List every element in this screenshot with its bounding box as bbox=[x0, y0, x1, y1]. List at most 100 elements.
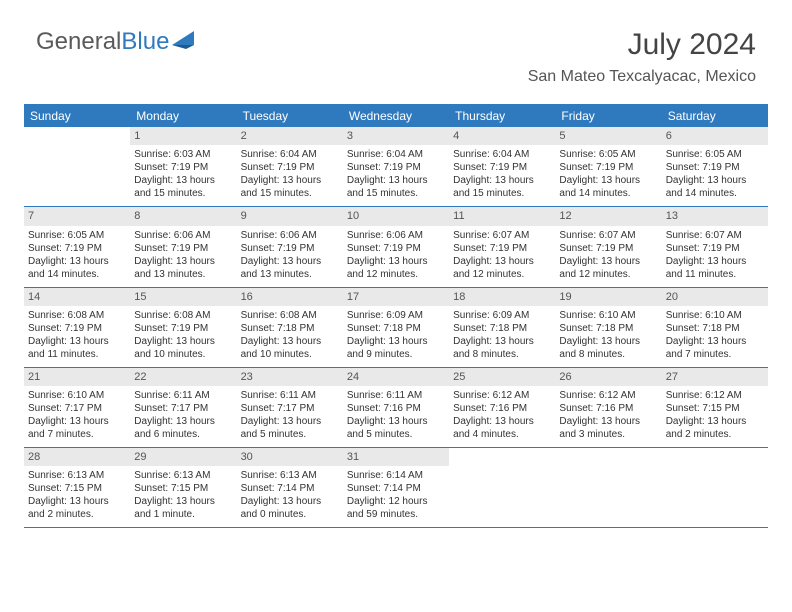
day-sunrise: Sunrise: 6:05 AM bbox=[666, 148, 764, 161]
day-cell: 6 Sunrise: 6:05 AMSunset: 7:19 PMDaylight… bbox=[662, 127, 768, 206]
week-row: 28Sunrise: 6:13 AMSunset: 7:15 PMDayligh… bbox=[24, 448, 768, 528]
day-cell: 17 Sunrise: 6:09 AMSunset: 7:18 PMDayligh… bbox=[343, 288, 449, 367]
day-cell: 14Sunrise: 6:08 AMSunset: 7:19 PMDayligh… bbox=[24, 288, 130, 367]
day-number: 6 bbox=[662, 127, 768, 145]
day-info: Sunrise: 6:06 AMSunset: 7:19 PMDaylight:… bbox=[134, 229, 232, 281]
day-cell: 1Sunrise: 6:03 AMSunset: 7:19 PMDaylight… bbox=[130, 127, 236, 206]
logo-triangle-icon bbox=[172, 31, 198, 54]
day-number: 29 bbox=[130, 448, 236, 466]
day-sunset: Sunset: 7:19 PM bbox=[347, 161, 445, 174]
week-row: 14Sunrise: 6:08 AMSunset: 7:19 PMDayligh… bbox=[24, 288, 768, 368]
day-daylight1: Daylight: 13 hours bbox=[241, 255, 339, 268]
day-daylight1: Daylight: 13 hours bbox=[28, 415, 126, 428]
day-info: Sunrise: 6:04 AMSunset: 7:19 PMDaylight:… bbox=[241, 148, 339, 200]
day-daylight1: Daylight: 13 hours bbox=[347, 415, 445, 428]
day-sunrise: Sunrise: 6:13 AM bbox=[241, 469, 339, 482]
week-row: 21Sunrise: 6:10 AMSunset: 7:17 PMDayligh… bbox=[24, 368, 768, 448]
day-cell: 27Sunrise: 6:12 AMSunset: 7:15 PMDayligh… bbox=[662, 368, 768, 447]
day-sunset: Sunset: 7:15 PM bbox=[28, 482, 126, 495]
day-number: 20 bbox=[662, 288, 768, 306]
day-daylight1: Daylight: 13 hours bbox=[453, 335, 551, 348]
day-cell bbox=[662, 448, 768, 527]
day-daylight2: and 1 minute. bbox=[134, 508, 232, 521]
day-info: Sunrise: 6:04 AMSunset: 7:19 PMDaylight:… bbox=[347, 148, 445, 200]
day-cell: 18 Sunrise: 6:09 AMSunset: 7:18 PMDayligh… bbox=[449, 288, 555, 367]
day-info: Sunrise: 6:08 AMSunset: 7:19 PMDaylight:… bbox=[134, 309, 232, 361]
day-daylight2: and 7 minutes. bbox=[666, 348, 764, 361]
day-daylight2: and 6 minutes. bbox=[134, 428, 232, 441]
day-sunset: Sunset: 7:19 PM bbox=[241, 242, 339, 255]
day-sunrise: Sunrise: 6:10 AM bbox=[666, 309, 764, 322]
day-daylight2: and 8 minutes. bbox=[453, 348, 551, 361]
day-info: Sunrise: 6:09 AMSunset: 7:18 PMDaylight:… bbox=[347, 309, 445, 361]
day-daylight1: Daylight: 13 hours bbox=[241, 415, 339, 428]
day-info: Sunrise: 6:05 AMSunset: 7:19 PMDaylight:… bbox=[559, 148, 657, 200]
location: San Mateo Texcalyacac, Mexico bbox=[528, 68, 756, 86]
day-sunrise: Sunrise: 6:10 AM bbox=[559, 309, 657, 322]
day-info: Sunrise: 6:04 AMSunset: 7:19 PMDaylight:… bbox=[453, 148, 551, 200]
day-info: Sunrise: 6:05 AMSunset: 7:19 PMDaylight:… bbox=[28, 229, 126, 281]
day-daylight2: and 5 minutes. bbox=[241, 428, 339, 441]
day-info: Sunrise: 6:07 AMSunset: 7:19 PMDaylight:… bbox=[559, 229, 657, 281]
logo-word1: General bbox=[36, 28, 121, 55]
day-daylight2: and 2 minutes. bbox=[666, 428, 764, 441]
title-block: July 2024 San Mateo Texcalyacac, Mexico bbox=[528, 28, 756, 86]
day-daylight1: Daylight: 13 hours bbox=[453, 174, 551, 187]
day-daylight2: and 3 minutes. bbox=[559, 428, 657, 441]
day-number: 23 bbox=[237, 368, 343, 386]
day-sunset: Sunset: 7:18 PM bbox=[666, 322, 764, 335]
day-cell: 11Sunrise: 6:07 AMSunset: 7:19 PMDayligh… bbox=[449, 207, 555, 286]
day-number: 2 bbox=[237, 127, 343, 145]
day-cell: 20Sunrise: 6:10 AMSunset: 7:18 PMDayligh… bbox=[662, 288, 768, 367]
day-number: 17 bbox=[343, 288, 449, 306]
weekday-monday: Monday bbox=[130, 105, 236, 127]
day-number: 5 bbox=[555, 127, 661, 145]
day-daylight1: Daylight: 13 hours bbox=[28, 495, 126, 508]
day-sunset: Sunset: 7:15 PM bbox=[134, 482, 232, 495]
day-daylight1: Daylight: 13 hours bbox=[559, 174, 657, 187]
day-number: 18 bbox=[449, 288, 555, 306]
day-info: Sunrise: 6:05 AMSunset: 7:19 PMDaylight:… bbox=[666, 148, 764, 200]
day-daylight1: Daylight: 13 hours bbox=[134, 335, 232, 348]
day-sunset: Sunset: 7:16 PM bbox=[453, 402, 551, 415]
day-number: 8 bbox=[130, 207, 236, 225]
day-sunset: Sunset: 7:16 PM bbox=[559, 402, 657, 415]
day-sunset: Sunset: 7:14 PM bbox=[241, 482, 339, 495]
day-cell: 23 Sunrise: 6:11 AMSunset: 7:17 PMDayligh… bbox=[237, 368, 343, 447]
day-sunrise: Sunrise: 6:07 AM bbox=[453, 229, 551, 242]
day-cell: 10Sunrise: 6:06 AMSunset: 7:19 PMDayligh… bbox=[343, 207, 449, 286]
day-daylight1: Daylight: 13 hours bbox=[559, 415, 657, 428]
day-sunrise: Sunrise: 6:08 AM bbox=[28, 309, 126, 322]
day-sunrise: Sunrise: 6:03 AM bbox=[134, 148, 232, 161]
day-sunset: Sunset: 7:17 PM bbox=[241, 402, 339, 415]
day-daylight1: Daylight: 13 hours bbox=[666, 255, 764, 268]
day-number: 21 bbox=[24, 368, 130, 386]
day-cell bbox=[555, 448, 661, 527]
day-daylight1: Daylight: 13 hours bbox=[347, 174, 445, 187]
day-daylight2: and 11 minutes. bbox=[28, 348, 126, 361]
logo-text: GeneralBlue bbox=[36, 28, 169, 56]
day-sunrise: Sunrise: 6:12 AM bbox=[453, 389, 551, 402]
day-info: Sunrise: 6:11 AMSunset: 7:17 PMDaylight:… bbox=[241, 389, 339, 441]
day-info: Sunrise: 6:09 AMSunset: 7:18 PMDaylight:… bbox=[453, 309, 551, 361]
day-sunset: Sunset: 7:18 PM bbox=[453, 322, 551, 335]
day-cell: 4Sunrise: 6:04 AMSunset: 7:19 PMDaylight… bbox=[449, 127, 555, 206]
day-daylight1: Daylight: 13 hours bbox=[241, 335, 339, 348]
day-sunrise: Sunrise: 6:07 AM bbox=[559, 229, 657, 242]
day-sunrise: Sunrise: 6:06 AM bbox=[347, 229, 445, 242]
day-info: Sunrise: 6:08 AMSunset: 7:18 PMDaylight:… bbox=[241, 309, 339, 361]
day-daylight2: and 9 minutes. bbox=[347, 348, 445, 361]
day-info: Sunrise: 6:13 AMSunset: 7:15 PMDaylight:… bbox=[28, 469, 126, 521]
day-sunrise: Sunrise: 6:12 AM bbox=[666, 389, 764, 402]
day-cell: 19Sunrise: 6:10 AMSunset: 7:18 PMDayligh… bbox=[555, 288, 661, 367]
day-sunrise: Sunrise: 6:04 AM bbox=[453, 148, 551, 161]
day-sunrise: Sunrise: 6:13 AM bbox=[134, 469, 232, 482]
logo: GeneralBlue bbox=[36, 28, 198, 56]
day-number: 7 bbox=[24, 207, 130, 225]
month-title: July 2024 bbox=[528, 28, 756, 62]
day-info: Sunrise: 6:12 AMSunset: 7:15 PMDaylight:… bbox=[666, 389, 764, 441]
day-info: Sunrise: 6:14 AMSunset: 7:14 PMDaylight:… bbox=[347, 469, 445, 521]
day-daylight2: and 10 minutes. bbox=[134, 348, 232, 361]
day-info: Sunrise: 6:06 AMSunset: 7:19 PMDaylight:… bbox=[241, 229, 339, 281]
day-cell: 30Sunrise: 6:13 AMSunset: 7:14 PMDayligh… bbox=[237, 448, 343, 527]
